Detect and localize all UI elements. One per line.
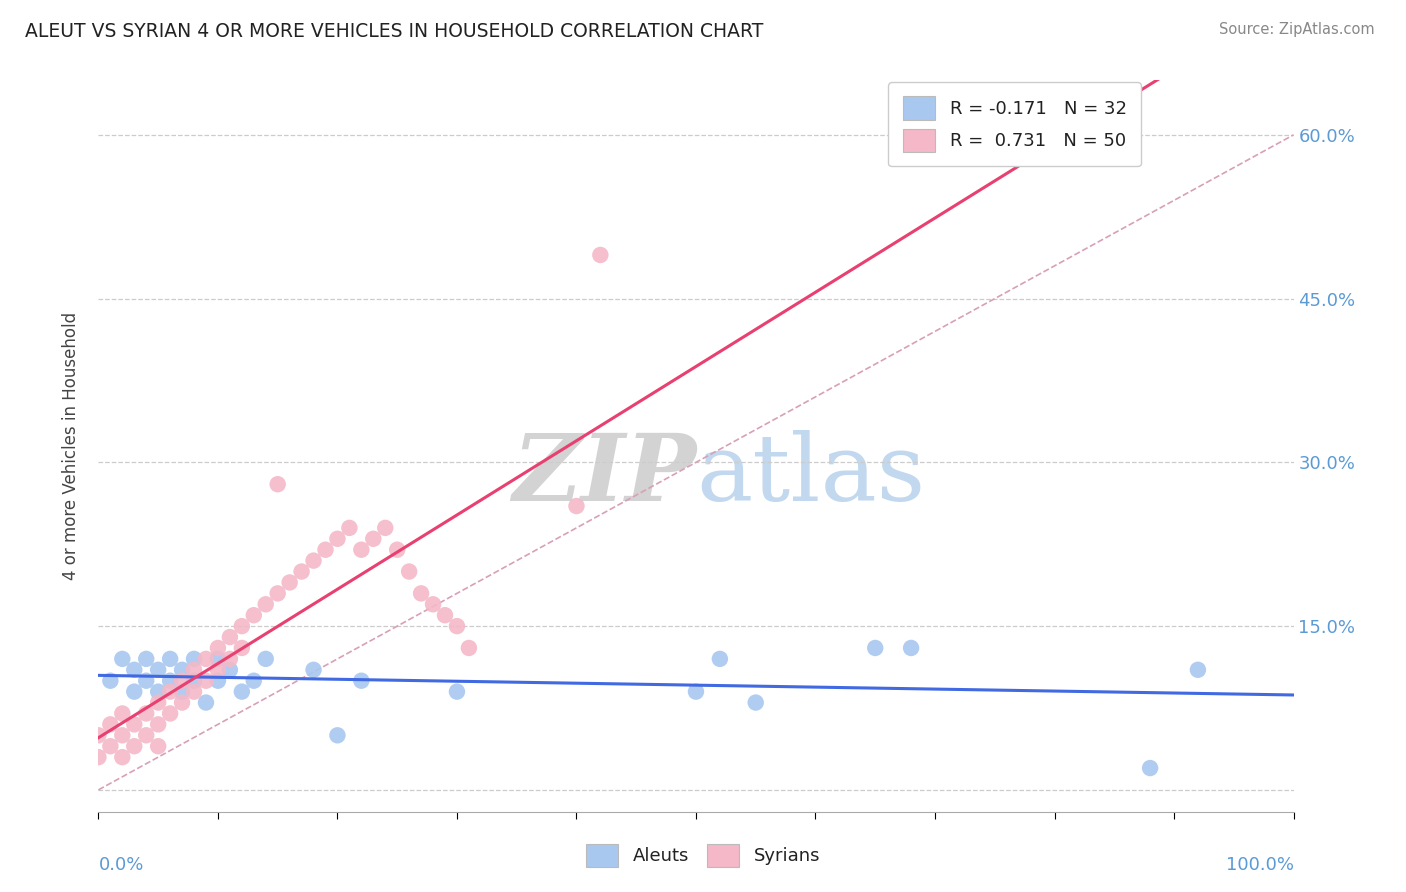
Y-axis label: 4 or more Vehicles in Household: 4 or more Vehicles in Household xyxy=(62,312,80,580)
Point xyxy=(87,728,110,742)
Point xyxy=(98,717,122,731)
Point xyxy=(254,652,277,666)
Point xyxy=(183,652,205,666)
Point xyxy=(363,532,385,546)
Point xyxy=(111,728,134,742)
Point xyxy=(685,684,707,698)
Point xyxy=(231,619,253,633)
Point xyxy=(422,597,444,611)
Text: ALEUT VS SYRIAN 4 OR MORE VEHICLES IN HOUSEHOLD CORRELATION CHART: ALEUT VS SYRIAN 4 OR MORE VEHICLES IN HO… xyxy=(25,22,763,41)
Point xyxy=(231,684,253,698)
Point xyxy=(148,696,170,710)
Text: 0.0%: 0.0% xyxy=(98,855,143,873)
Point xyxy=(315,542,337,557)
Point xyxy=(207,673,229,688)
Point xyxy=(411,586,433,600)
Point xyxy=(709,652,731,666)
Point xyxy=(458,640,481,655)
Point xyxy=(219,652,242,666)
Point xyxy=(172,684,194,698)
Point xyxy=(159,706,181,721)
Point xyxy=(183,673,205,688)
Point xyxy=(446,684,468,698)
Point xyxy=(302,554,325,568)
Point xyxy=(398,565,420,579)
Point xyxy=(231,640,253,655)
Point xyxy=(219,663,242,677)
Point xyxy=(374,521,396,535)
Point xyxy=(135,652,157,666)
Point xyxy=(446,619,468,633)
Point xyxy=(339,521,361,535)
Point xyxy=(207,663,229,677)
Point xyxy=(124,717,146,731)
Point xyxy=(172,673,194,688)
Point xyxy=(183,684,205,698)
Point xyxy=(148,739,170,754)
Text: ZIP: ZIP xyxy=(512,430,696,520)
Point xyxy=(243,608,266,623)
Point xyxy=(159,652,181,666)
Point xyxy=(589,248,612,262)
Point xyxy=(124,739,146,754)
Text: atlas: atlas xyxy=(696,430,925,520)
Point xyxy=(1139,761,1161,775)
Text: 100.0%: 100.0% xyxy=(1226,855,1294,873)
Point xyxy=(148,717,170,731)
Point xyxy=(385,542,409,557)
Point xyxy=(195,652,218,666)
Point xyxy=(434,608,457,623)
Point xyxy=(207,640,229,655)
Text: Source: ZipAtlas.com: Source: ZipAtlas.com xyxy=(1219,22,1375,37)
Point xyxy=(278,575,301,590)
Point xyxy=(326,728,349,742)
Point xyxy=(172,696,194,710)
Point xyxy=(1187,663,1209,677)
Point xyxy=(254,597,277,611)
Point xyxy=(87,750,110,764)
Point xyxy=(267,586,290,600)
Point xyxy=(98,673,122,688)
Point xyxy=(135,706,157,721)
Point xyxy=(291,565,314,579)
Point xyxy=(124,663,146,677)
Point xyxy=(98,739,122,754)
Point xyxy=(865,640,887,655)
Point xyxy=(111,750,134,764)
Point xyxy=(267,477,290,491)
Point xyxy=(195,673,218,688)
Point xyxy=(111,652,134,666)
Point xyxy=(135,673,157,688)
Point xyxy=(243,673,266,688)
Point xyxy=(302,663,325,677)
Point xyxy=(111,706,134,721)
Point xyxy=(745,696,768,710)
Point xyxy=(326,532,349,546)
Legend: R = -0.171   N = 32, R =  0.731   N = 50: R = -0.171 N = 32, R = 0.731 N = 50 xyxy=(889,82,1142,166)
Point xyxy=(195,696,218,710)
Point xyxy=(900,640,922,655)
Point xyxy=(565,499,588,513)
Point xyxy=(148,684,170,698)
Point xyxy=(148,663,170,677)
Point xyxy=(135,728,157,742)
Point xyxy=(207,652,229,666)
Point xyxy=(124,684,146,698)
Point xyxy=(183,663,205,677)
Point xyxy=(159,684,181,698)
Point xyxy=(350,673,373,688)
Point xyxy=(350,542,373,557)
Point xyxy=(159,673,181,688)
Legend: Aleuts, Syrians: Aleuts, Syrians xyxy=(578,837,828,874)
Point xyxy=(219,630,242,644)
Point xyxy=(172,663,194,677)
